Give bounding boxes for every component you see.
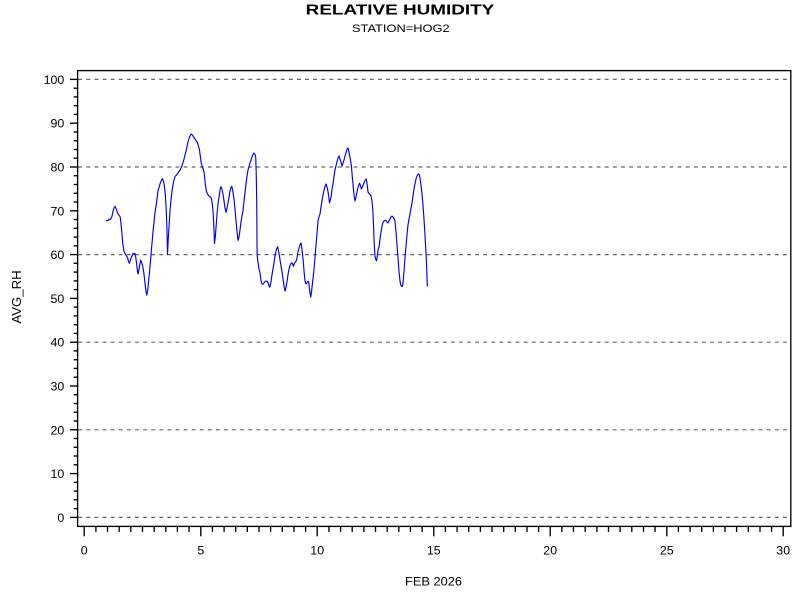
svg-text:40: 40 (51, 336, 65, 350)
svg-text:80: 80 (51, 161, 65, 175)
svg-text:30: 30 (776, 544, 790, 558)
svg-text:AVG_RH: AVG_RH (9, 270, 24, 323)
svg-text:50: 50 (51, 292, 65, 306)
svg-text:RELATIVE HUMIDITY: RELATIVE HUMIDITY (306, 2, 495, 18)
svg-text:70: 70 (51, 204, 65, 218)
svg-text:0: 0 (57, 511, 64, 525)
svg-text:100: 100 (44, 73, 65, 87)
svg-text:15: 15 (427, 544, 441, 558)
svg-text:10: 10 (310, 544, 324, 558)
svg-text:5: 5 (197, 544, 204, 558)
svg-text:30: 30 (51, 380, 65, 394)
svg-text:90: 90 (51, 117, 65, 131)
svg-text:10: 10 (51, 467, 65, 481)
svg-text:STATION=HOG2: STATION=HOG2 (352, 23, 450, 35)
svg-text:60: 60 (51, 248, 65, 262)
svg-text:20: 20 (51, 423, 65, 437)
svg-text:FEB 2026: FEB 2026 (405, 575, 462, 589)
svg-text:20: 20 (543, 544, 557, 558)
svg-text:25: 25 (660, 544, 674, 558)
svg-text:0: 0 (81, 544, 88, 558)
